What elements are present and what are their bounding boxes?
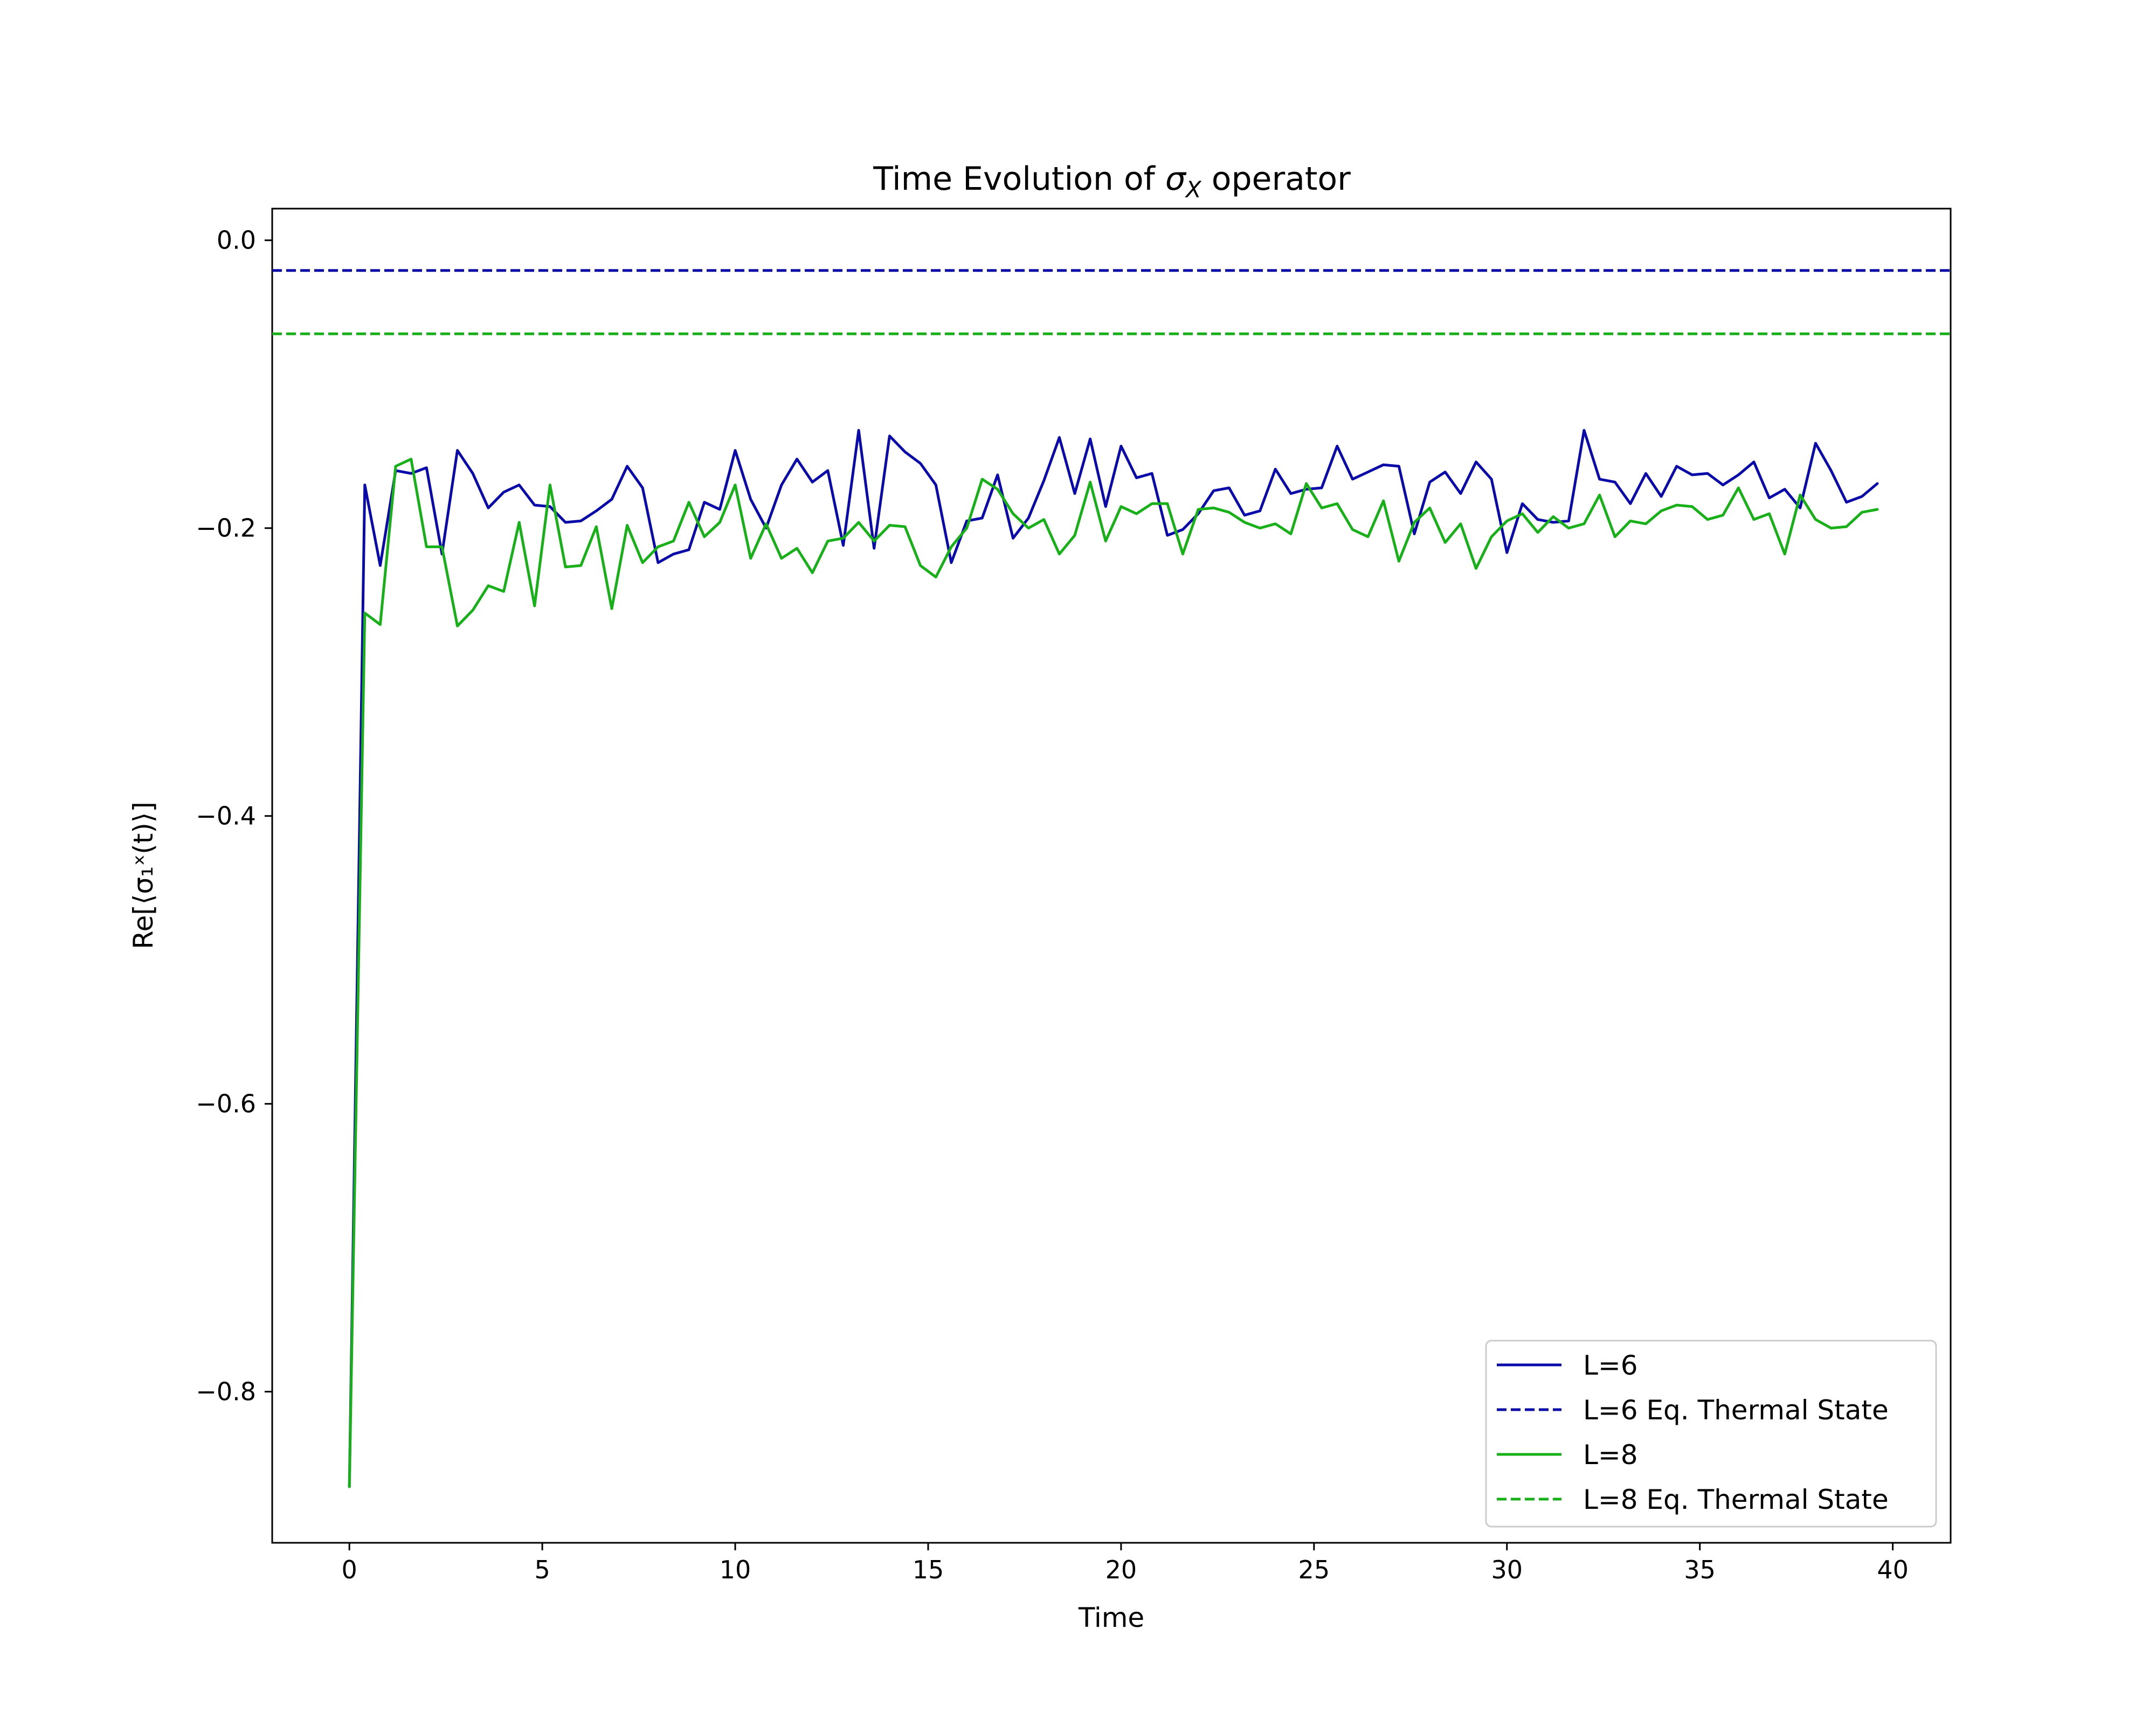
- y-axis-title: Re[⟨σ₁ˣ(t)⟩]: [128, 802, 159, 949]
- x-tick-label: 15: [913, 1555, 944, 1584]
- y-tick-label: −0.8: [196, 1377, 256, 1406]
- legend-entries: L=6 L=6 Eq. Thermal State L=8 L=8 Eq. Therm…: [1497, 1350, 1889, 1515]
- series-line-l-8: [348, 458, 1879, 1488]
- legend-box: [1485, 1340, 1937, 1528]
- x-tick-label: 35: [1684, 1555, 1716, 1584]
- x-axis-title: Time: [1078, 1602, 1144, 1633]
- legend: L=6 L=6 Eq. Thermal State L=8 L=8 Eq. Therm…: [1485, 1340, 1937, 1528]
- axes: 0 5 10 15 20 25 30 35 40 0.0 −0.2 −0.4 −0.6 −0.8: [196, 226, 1909, 1584]
- x-tick-label: 40: [1877, 1555, 1909, 1584]
- legend-label-l-8: L=8: [1583, 1439, 1638, 1471]
- y-tick-label: −0.6: [196, 1089, 256, 1119]
- x-tick-label: 0: [342, 1555, 357, 1584]
- plot-frame: [271, 208, 1952, 1544]
- chart-title: Time Evolution of σX operator: [873, 160, 1351, 203]
- x-tick-label: 30: [1491, 1555, 1523, 1584]
- legend-label-l-8-eq-thermal-state: L=8 Eq. Thermal State: [1583, 1484, 1889, 1515]
- x-tick-label: 10: [720, 1555, 751, 1584]
- x-tick-label: 25: [1298, 1555, 1330, 1584]
- y-tick-label: −0.4: [196, 802, 256, 831]
- y-tick-label: 0.0: [217, 226, 256, 255]
- legend-label-l-6-eq-thermal-state: L=6 Eq. Thermal State: [1583, 1395, 1889, 1426]
- legend-label-l-6: L=6: [1583, 1350, 1638, 1381]
- y-tick-label: −0.2: [196, 514, 256, 543]
- x-tick-label: 5: [534, 1555, 550, 1584]
- series-layer: [272, 269, 1951, 1488]
- x-tick-label: 20: [1105, 1555, 1137, 1584]
- plot-area: 0 5 10 15 20 25 30 35 40 0.0 −0.2 −0.4 −0.6 −0.8: [196, 208, 1952, 1584]
- series-line-l-6: [348, 429, 1879, 1488]
